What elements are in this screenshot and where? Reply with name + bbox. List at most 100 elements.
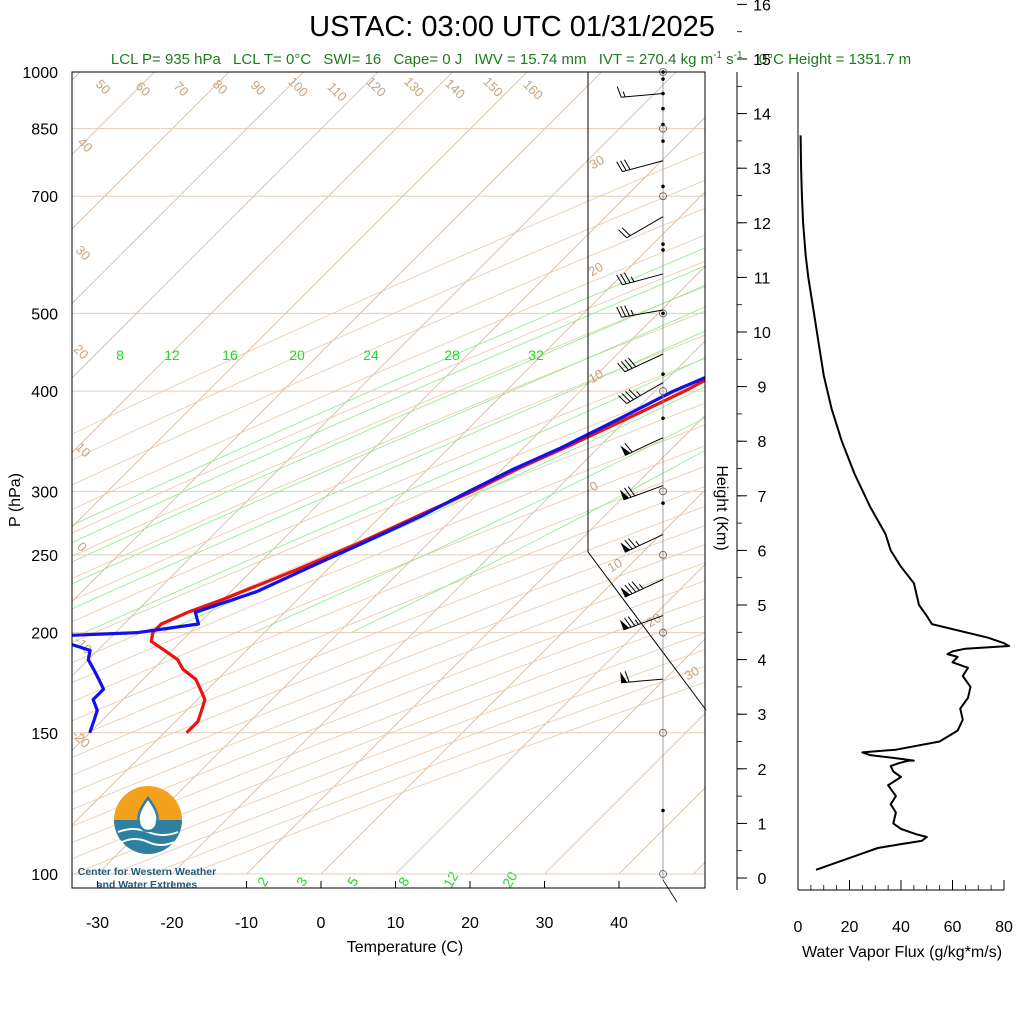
height-tick-label: 8 bbox=[758, 434, 767, 451]
moist-adiabat-line bbox=[72, 284, 705, 563]
height-tick-label: 13 bbox=[753, 161, 771, 178]
dry-adiabat-label: 20 bbox=[71, 341, 92, 362]
wind-barb bbox=[620, 671, 664, 684]
dry-adiabat-line bbox=[72, 260, 705, 534]
mixing-ratio-label: 2 bbox=[254, 874, 272, 889]
moist-adiabat-label: 20 bbox=[586, 259, 606, 279]
isotherm-line bbox=[72, 72, 454, 454]
skew-t-frame bbox=[71, 71, 706, 889]
isotherm-line bbox=[0, 55, 22, 874]
isotherm-line bbox=[97, 265, 705, 875]
dry-adiabat-label: 80 bbox=[210, 76, 231, 97]
dry-adiabat-label: 10 bbox=[73, 439, 94, 460]
isotherm-line bbox=[72, 72, 379, 379]
mixing-ratio-line bbox=[834, 55, 1024, 250]
dry-adiabat-label: 60 bbox=[133, 78, 154, 99]
isotherm-line bbox=[320, 489, 705, 875]
isobars bbox=[72, 72, 705, 875]
wind-level-dot bbox=[661, 122, 665, 127]
dry-adiabat-line bbox=[72, 380, 705, 643]
wind-level-dot bbox=[661, 808, 665, 813]
iwv-value: IWV = 15.74 mm bbox=[474, 51, 586, 68]
y-tick-label: 300 bbox=[31, 484, 58, 501]
mixing-ratio-label: 32 bbox=[528, 347, 544, 363]
wind-calm-circle bbox=[659, 870, 667, 878]
moist-adiabat-line bbox=[162, 386, 705, 633]
mixing-ratio-label: 8 bbox=[395, 874, 413, 889]
wind-barb-column bbox=[616, 68, 678, 903]
wind-barb bbox=[619, 485, 664, 501]
x-tick-label: 40 bbox=[610, 915, 628, 932]
y-tick-label: 250 bbox=[31, 548, 58, 565]
moist-adiabat-label: 30 bbox=[587, 152, 607, 172]
wind-barb bbox=[618, 382, 664, 404]
wind-level-dot bbox=[661, 311, 665, 316]
flux-x-tick-label: 80 bbox=[995, 919, 1013, 936]
ivt-unit-s: s bbox=[722, 51, 734, 68]
x-tick-label: 0 bbox=[317, 915, 326, 932]
dry-adiabat-label: 140 bbox=[442, 76, 468, 102]
dry-adiabat-label: 0 bbox=[74, 539, 90, 555]
moist-adiabat-line bbox=[253, 417, 705, 633]
height-tick-label: 14 bbox=[753, 107, 771, 124]
flux-x-tick-label: 60 bbox=[944, 919, 962, 936]
dry-adiabat-label: 90 bbox=[248, 77, 269, 98]
mixing-ratio-label: 16 bbox=[222, 347, 238, 363]
wind-calm-circle bbox=[659, 309, 667, 318]
wind-level-dot bbox=[661, 248, 665, 252]
dry-adiabat-line bbox=[72, 286, 705, 557]
skew-t-axes: -30 -20 -10 0 10 20 30 401001502002503004005007… bbox=[22, 65, 707, 932]
dry-adiabat-label: 110 bbox=[325, 79, 350, 104]
y-tick-label: 150 bbox=[31, 726, 58, 743]
isotherm-line bbox=[768, 55, 1024, 874]
water-vapor-flux-trace bbox=[799, 135, 1011, 871]
y-tick-label: 1000 bbox=[22, 65, 58, 82]
isotherm-line bbox=[246, 414, 705, 875]
dry-adiabat-label: 100 bbox=[285, 74, 311, 100]
wind-level-dot bbox=[661, 77, 665, 81]
dry-adiabat-label: 50 bbox=[93, 76, 114, 97]
flux-trace bbox=[799, 135, 1011, 871]
mixing-ratio-line bbox=[920, 55, 1024, 250]
mixing-ratio-label: 24 bbox=[363, 347, 379, 363]
y-tick-label: 400 bbox=[31, 384, 58, 401]
isotherm-line bbox=[72, 72, 528, 528]
wind-barb bbox=[616, 305, 664, 318]
x-tick-label: 10 bbox=[387, 915, 405, 932]
sounding-indices: LCL P= 935 hPa LCL T= 0°C SWI= 16 Cape= … bbox=[111, 45, 911, 68]
x-tick-label: 30 bbox=[536, 915, 554, 932]
flux-x-tick-label: 0 bbox=[794, 919, 803, 936]
wind-level-dot bbox=[661, 372, 665, 376]
y-tick-label: 700 bbox=[31, 189, 58, 206]
height-tick-label: 10 bbox=[753, 325, 771, 342]
isotherm-line bbox=[72, 72, 81, 81]
ivt-unit-exponent-2: -1 bbox=[734, 50, 743, 61]
dry-adiabat-label: 70 bbox=[171, 78, 192, 99]
wind-calm-circle bbox=[659, 387, 667, 396]
x-axis-label: Temperature (C) bbox=[347, 939, 463, 956]
dry-adiabat-label: 120 bbox=[363, 74, 389, 100]
isotherm-line bbox=[72, 72, 603, 603]
chart-title: USTAC: 03:00 UTC 01/31/2025 bbox=[309, 11, 715, 43]
wind-barb bbox=[617, 353, 664, 373]
cape-value: Cape= 0 J bbox=[393, 51, 462, 68]
mixing-ratio-label: 3 bbox=[293, 874, 311, 889]
logo-text-line2: and Water Extremes bbox=[97, 879, 198, 891]
isotherm-line bbox=[72, 72, 305, 305]
dry-adiabat-line bbox=[72, 151, 705, 435]
dry-adiabat-line bbox=[72, 207, 705, 486]
dry-adiabat-line bbox=[72, 402, 705, 664]
moist-adiabat-line bbox=[72, 330, 705, 610]
wind-barb bbox=[616, 86, 664, 98]
moist-adiabat-line bbox=[72, 247, 705, 526]
height-tick-label: 4 bbox=[758, 653, 767, 670]
moist-adiabat-label: 10 bbox=[586, 366, 606, 386]
height-tick-label: 9 bbox=[758, 380, 767, 397]
dry-adiabat-line bbox=[72, 466, 705, 722]
wind-level-dot bbox=[661, 91, 665, 96]
wind-calm-circle bbox=[659, 550, 667, 559]
isotherm-line bbox=[72, 191, 705, 826]
wind-calm-circle bbox=[659, 728, 667, 737]
isotherm-line bbox=[72, 72, 677, 677]
